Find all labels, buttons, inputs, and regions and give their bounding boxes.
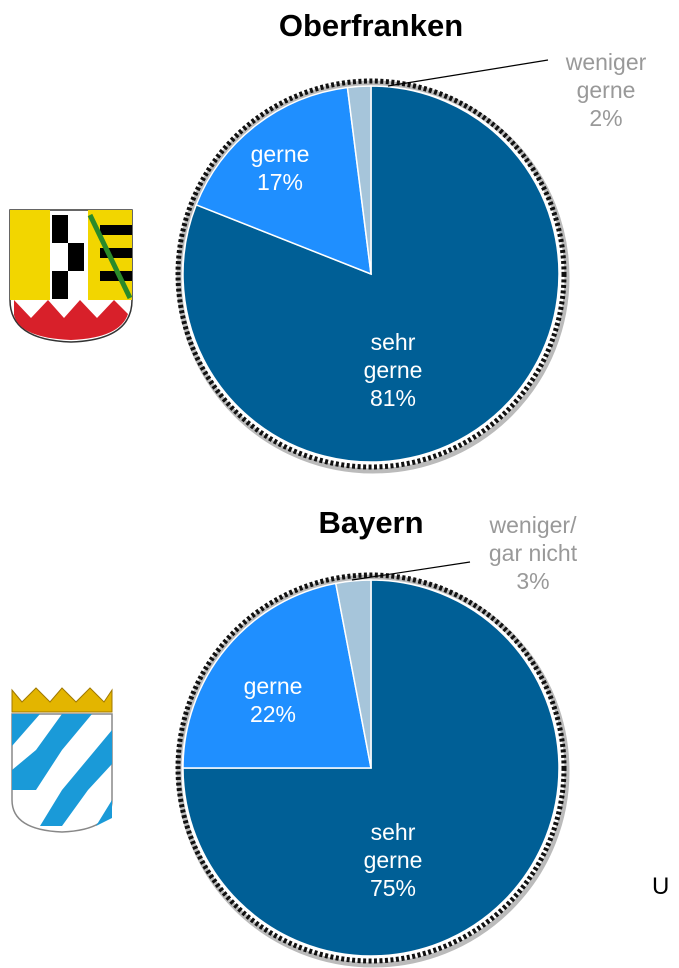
pie-slice — [346, 85, 372, 275]
slice-label: sehr gerne 81% — [358, 328, 428, 412]
slice-label: weniger gerne 2% — [561, 48, 651, 132]
slice-label: gerne 17% — [245, 140, 315, 196]
pie-ring — [175, 78, 567, 470]
coat-of-arms-bayern — [11, 687, 113, 833]
slice-label: weniger/ gar nicht 3% — [477, 511, 589, 595]
slice-category: weniger/ gar nicht — [488, 512, 578, 566]
slice-value: 81% — [369, 385, 417, 411]
slice-value: 2% — [589, 105, 623, 131]
leader-line — [387, 59, 549, 87]
leader-line — [351, 561, 471, 581]
slice-category: weniger gerne — [565, 49, 647, 103]
pie-shadow — [176, 80, 570, 474]
slice-category: gerne — [243, 673, 303, 699]
coat-of-arms-oberfranken — [9, 209, 133, 343]
slice-category: sehr gerne — [363, 329, 423, 383]
pie-slice — [195, 86, 372, 276]
pie-ring — [175, 572, 567, 964]
chart-title: Bayern — [318, 505, 424, 540]
slice-value: 22% — [249, 701, 297, 727]
cropped-text: U — [652, 873, 670, 900]
chart-title: Oberfranken — [278, 8, 464, 43]
slice-category: gerne — [250, 141, 310, 167]
slice-value: 17% — [256, 169, 304, 195]
pie-slice — [334, 579, 372, 769]
pie-slice — [182, 582, 372, 769]
slice-value: 3% — [516, 568, 550, 594]
slice-category: sehr gerne — [363, 819, 423, 873]
slice-value: 75% — [369, 875, 417, 901]
slice-label: sehr gerne 75% — [358, 818, 428, 902]
slice-label: gerne 22% — [238, 672, 308, 728]
